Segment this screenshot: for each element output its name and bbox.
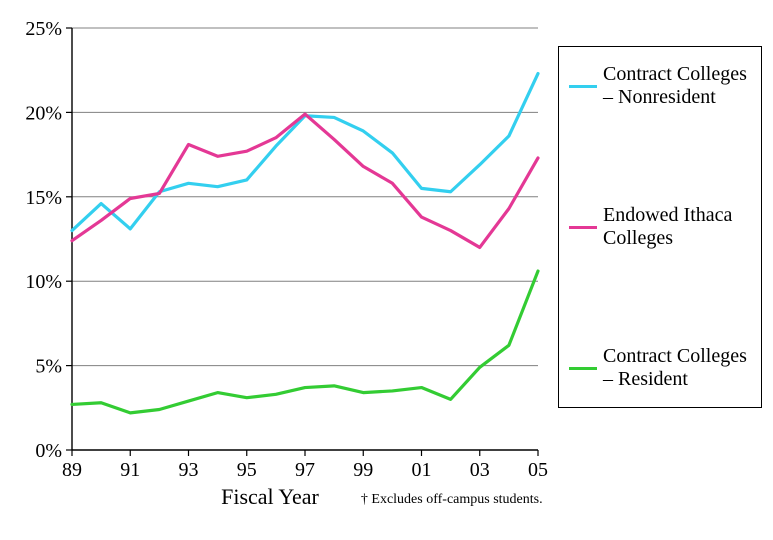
x-tick-label: 93 [179, 459, 199, 481]
x-axis-title: Fiscal Year [221, 484, 319, 510]
x-tick-label: 91 [120, 459, 140, 481]
y-tick-label: 10% [25, 271, 62, 293]
y-tick-label: 25% [25, 18, 62, 40]
legend-swatch [569, 367, 597, 370]
legend-label: Contract Colleges – Nonresident [603, 63, 751, 109]
legend-label: Contract Colleges – Resident [603, 345, 751, 391]
legend-swatch [569, 85, 597, 88]
chart-container: 0% 5% 10% 15% 20% 25% 89 91 93 95 97 99 01 03 05 Contr… [0, 0, 773, 540]
legend-entry-contract_resident: Contract Colleges – Resident [569, 345, 751, 391]
x-tick-label: 97 [295, 459, 315, 481]
x-tick-label: 05 [528, 459, 548, 481]
legend: Contract Colleges – Nonresident Endowed I… [558, 46, 762, 408]
legend-swatch [569, 226, 597, 229]
chart-footnote: † Excludes off-campus students. [361, 492, 543, 508]
legend-entry-contract_nonresident: Contract Colleges – Nonresident [569, 63, 751, 109]
x-tick-label: 01 [412, 459, 432, 481]
x-tick-label: 03 [470, 459, 490, 481]
y-tick-label: 0% [35, 440, 62, 462]
y-tick-label: 5% [35, 356, 62, 378]
x-tick-label: 89 [62, 459, 82, 481]
legend-label: Endowed Ithaca Colleges [603, 204, 751, 250]
x-tick-label: 95 [237, 459, 257, 481]
y-tick-label: 15% [25, 187, 62, 209]
legend-entry-endowed_ithaca: Endowed Ithaca Colleges [569, 204, 751, 250]
y-tick-label: 20% [25, 102, 62, 124]
x-tick-label: 99 [353, 459, 373, 481]
